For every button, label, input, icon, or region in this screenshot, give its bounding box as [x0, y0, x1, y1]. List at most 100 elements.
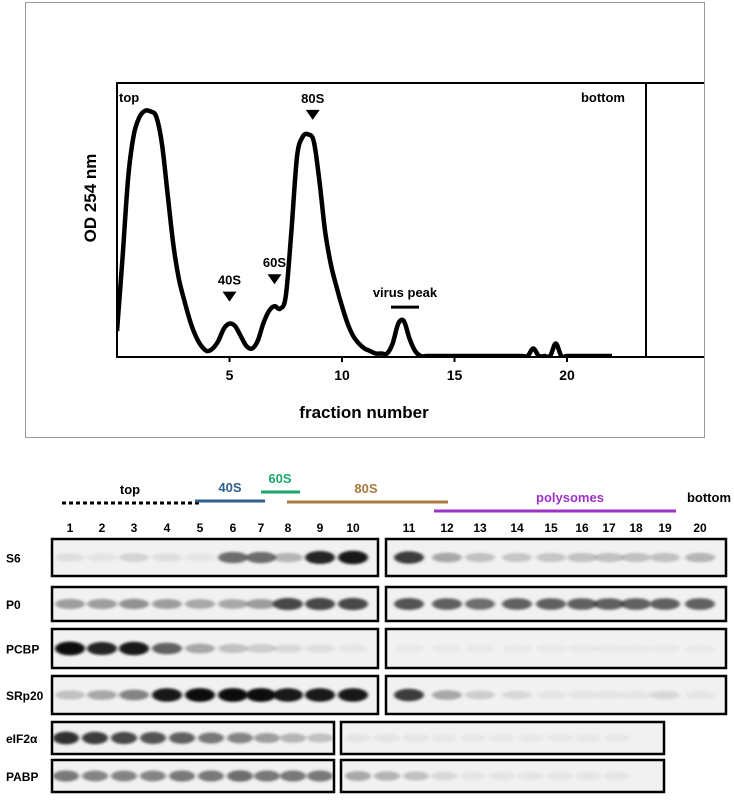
blot-band	[621, 598, 651, 610]
blot-band	[305, 597, 335, 611]
blot-band	[621, 690, 651, 700]
blot-band	[374, 771, 400, 781]
blot-band	[502, 598, 532, 610]
blot-band	[305, 644, 335, 653]
fraction-number: 7	[258, 521, 265, 535]
group-label-80s: 80S	[354, 481, 377, 496]
blot-band	[489, 733, 515, 743]
blot-band	[87, 641, 117, 656]
blot-band	[536, 552, 566, 563]
fraction-number: 3	[131, 521, 138, 535]
blot-band	[575, 733, 601, 743]
protein-label: SRp20	[6, 689, 44, 703]
blot-band	[273, 552, 303, 563]
blot-band	[567, 598, 597, 610]
fraction-number: 9	[317, 521, 324, 535]
blot-band	[111, 770, 137, 782]
blot-band	[119, 598, 149, 610]
blot-band	[53, 731, 79, 745]
group-label-top: top	[120, 482, 140, 497]
blot-band	[218, 688, 248, 702]
blot-band	[650, 644, 680, 652]
blot-band	[604, 733, 630, 743]
protein-label: PABP	[6, 770, 38, 784]
blot-band	[432, 598, 462, 610]
blot-band	[185, 688, 215, 702]
blot-band	[152, 688, 182, 702]
fraction-number: 15	[544, 521, 558, 535]
blot-band	[185, 643, 215, 654]
blot-band	[246, 551, 276, 564]
blot-band	[273, 688, 303, 702]
blot-band	[567, 644, 597, 652]
blot-band	[307, 770, 333, 782]
blot-band	[169, 732, 195, 744]
y-axis-label: OD 254 nm	[81, 154, 100, 243]
blot-band	[345, 733, 371, 743]
blot-band	[518, 733, 544, 743]
blot-band	[338, 550, 368, 565]
blot-band	[460, 771, 486, 781]
top-label: top	[119, 90, 139, 105]
protein-label: S6	[6, 552, 21, 566]
blot-band	[403, 771, 429, 781]
blot-band	[536, 690, 566, 700]
blot-band	[621, 552, 651, 563]
blot-band	[502, 644, 532, 652]
blot-band	[140, 770, 166, 782]
od-trace-line	[117, 108, 612, 358]
blot-band	[594, 690, 624, 700]
blot-band	[273, 644, 303, 653]
blot-band	[685, 552, 715, 563]
blot-strip	[384, 627, 728, 670]
group-label-polysomes: polysomes	[536, 490, 604, 505]
blot-band	[198, 732, 224, 744]
blot-band	[460, 733, 486, 743]
blot-band	[594, 598, 624, 610]
protein-label: P0	[6, 598, 21, 612]
blot-band	[152, 642, 182, 655]
blot-band	[465, 690, 495, 700]
blot-band	[465, 598, 495, 610]
blot-band	[432, 644, 462, 652]
fraction-number: 18	[629, 521, 643, 535]
group-label-60s: 60S	[268, 471, 291, 486]
blot-band	[604, 771, 630, 781]
profile-chart: top bottom OD 254 nm fraction number 5 10…	[81, 82, 734, 422]
blot-band	[254, 770, 280, 782]
x-tick-label: 5	[226, 367, 234, 383]
blot-band	[547, 771, 573, 781]
blot-band	[465, 552, 495, 563]
blot-band	[53, 770, 79, 782]
fraction-number: 16	[575, 521, 589, 535]
blot-band	[87, 598, 117, 610]
blot-band	[465, 644, 495, 652]
blot-band	[119, 641, 149, 656]
blot-band	[685, 690, 715, 700]
blot-band	[218, 551, 248, 564]
blot-band	[394, 598, 424, 610]
blot-band	[82, 770, 108, 782]
blot-band	[307, 733, 333, 743]
blot-band	[185, 599, 215, 609]
blot-band	[338, 688, 368, 702]
fraction-number: 1	[67, 521, 74, 535]
x-axis-label: fraction number	[299, 403, 429, 422]
blot-band	[119, 553, 149, 562]
blot-band	[432, 552, 462, 563]
blot-band	[305, 688, 335, 702]
blot-band	[685, 598, 715, 610]
blot-band	[536, 598, 566, 610]
blot-band	[254, 732, 280, 744]
fraction-number: 19	[658, 521, 672, 535]
fraction-number: 8	[285, 521, 292, 535]
peak-marker-icon	[305, 109, 320, 120]
blot-band	[650, 690, 680, 700]
blot-band	[575, 771, 601, 781]
fraction-number: 20	[693, 521, 707, 535]
fraction-number: 11	[403, 521, 416, 535]
blot-band	[119, 689, 149, 701]
blot-band	[650, 552, 680, 563]
blot-bottom-label: bottom	[687, 490, 731, 505]
